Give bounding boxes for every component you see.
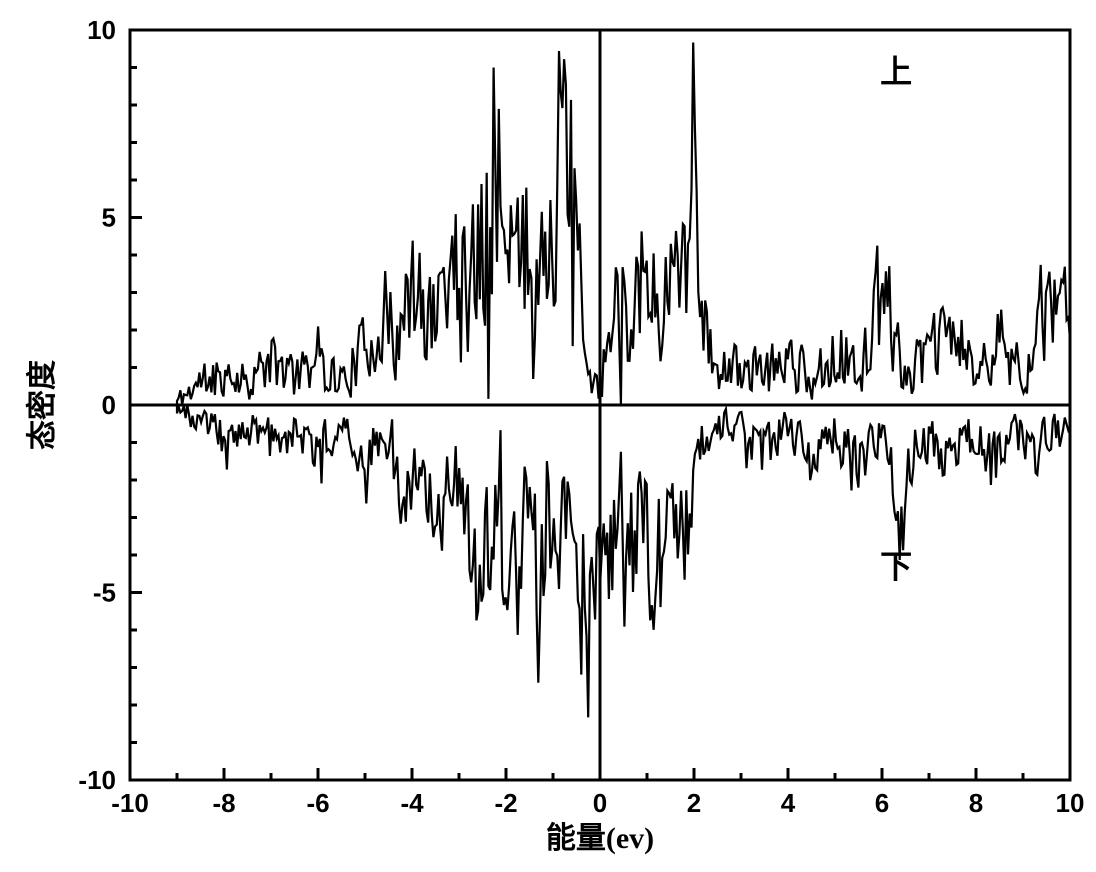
- spin-up-curve: [177, 43, 1070, 406]
- annotation-0: 上: [880, 54, 912, 90]
- x-tick-label: -2: [494, 788, 517, 818]
- y-axis-title: 态密度: [25, 360, 59, 450]
- annotation-1: 下: [880, 549, 912, 585]
- x-tick-label: 2: [687, 788, 701, 818]
- y-tick-label: 5: [102, 203, 116, 233]
- x-tick-label: 8: [969, 788, 983, 818]
- y-tick-label: 0: [102, 390, 116, 420]
- spin-down-curve: [177, 405, 1070, 717]
- x-axis-title: 能量(ev): [546, 822, 654, 855]
- x-tick-label: 4: [781, 788, 796, 818]
- x-tick-label: 6: [875, 788, 889, 818]
- x-tick-label: -8: [212, 788, 235, 818]
- dos-chart: -10 -8 -6 -4 -2 0 2 4 6 8 10 -10 -5 0 5 10 能量(ev) 态密度 上下: [0, 0, 1096, 872]
- y-tick-label: 10: [87, 15, 116, 45]
- x-tick-label: -4: [400, 788, 424, 818]
- x-tick-label: 10: [1056, 788, 1085, 818]
- chart-svg: -10 -8 -6 -4 -2 0 2 4 6 8 10 -10 -5 0 5 10 能量(ev) 态密度 上下: [0, 0, 1096, 872]
- y-tick-label: -10: [78, 765, 116, 795]
- x-tick-label: -10: [111, 788, 149, 818]
- y-tick-label: -5: [93, 578, 116, 608]
- x-tick-label: 0: [593, 788, 607, 818]
- x-tick-label: -6: [306, 788, 329, 818]
